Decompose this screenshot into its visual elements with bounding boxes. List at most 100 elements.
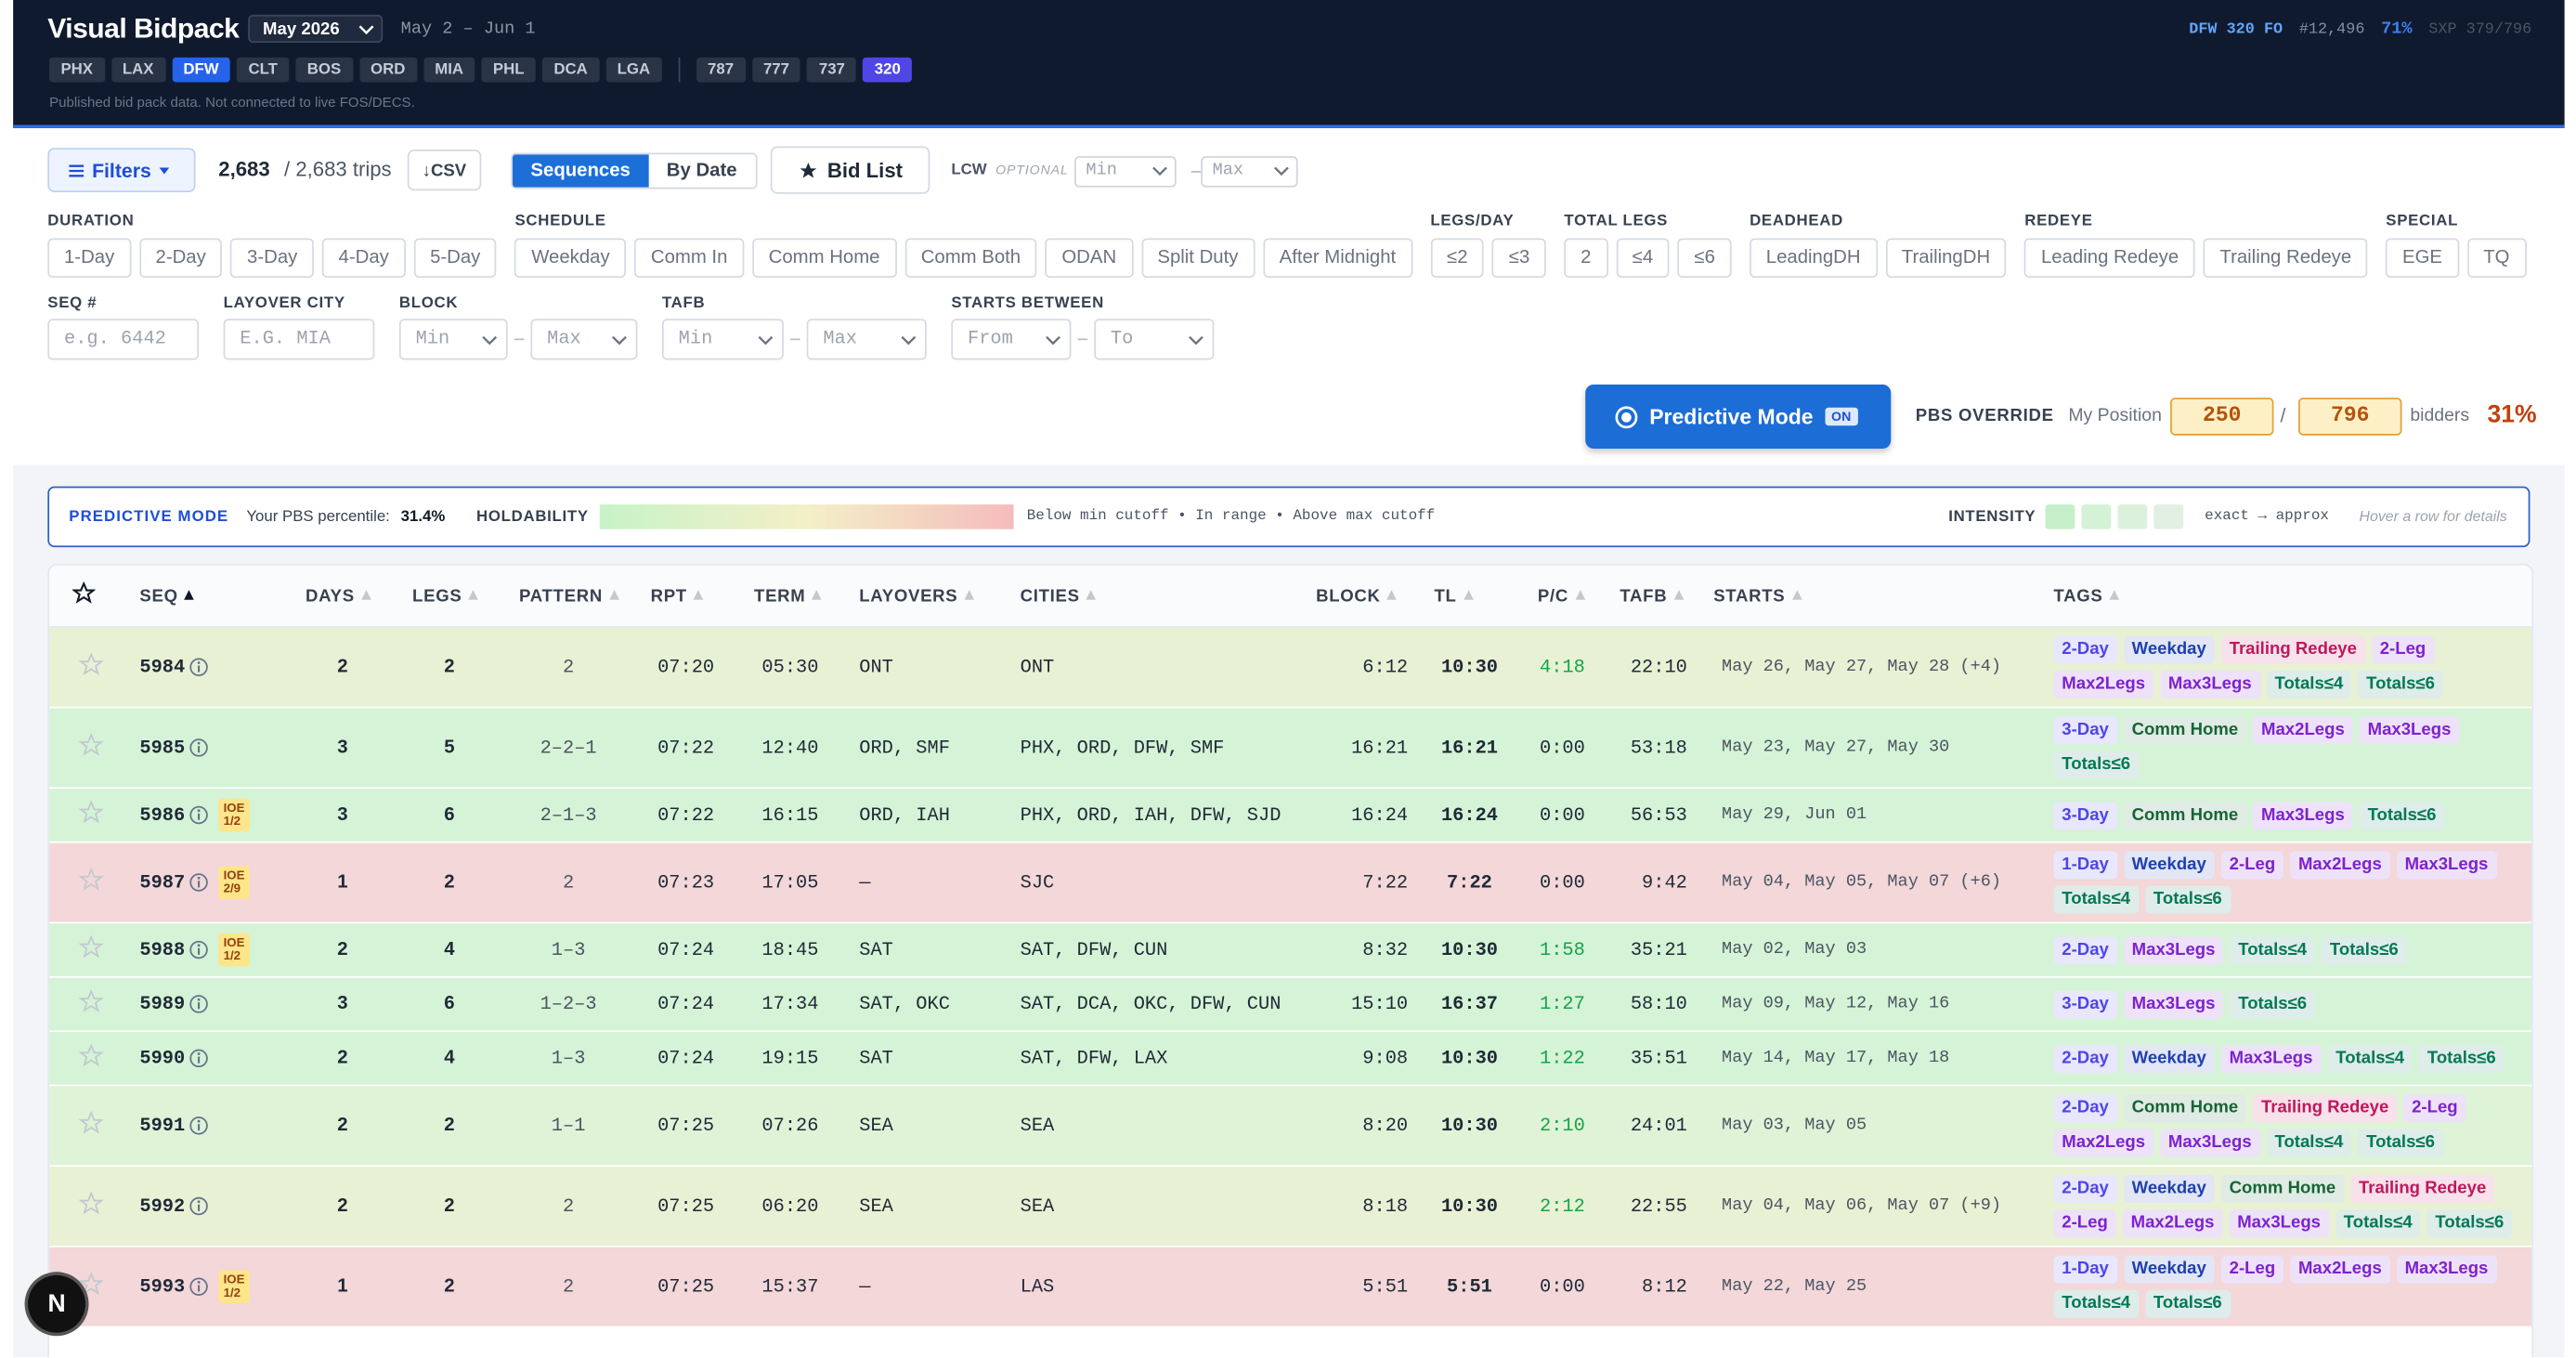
star-cell[interactable]	[49, 929, 124, 972]
field-select[interactable]: From	[951, 319, 1072, 360]
base-chip[interactable]: ORD	[358, 57, 417, 83]
star-cell[interactable]	[49, 1037, 124, 1079]
filter-option[interactable]: 5-Day	[413, 238, 498, 278]
base-chip[interactable]: PHX	[49, 57, 105, 83]
predictive-mode-button[interactable]: Predictive Mode ON	[1585, 384, 1892, 449]
field-select[interactable]: Min	[398, 319, 508, 360]
filter-option[interactable]: 2-Day	[138, 238, 223, 278]
field-select[interactable]: To	[1094, 319, 1215, 360]
view-option[interactable]: By Date	[648, 154, 756, 188]
column-header[interactable]: BLOCK	[1299, 586, 1417, 606]
star-cell[interactable]	[49, 861, 124, 904]
star-cell[interactable]	[49, 1185, 124, 1228]
column-header[interactable]: LAYOVERS	[843, 586, 1004, 606]
base-chip[interactable]: DCA	[541, 57, 600, 83]
info-icon[interactable]	[189, 738, 208, 757]
fleet-chip[interactable]: 777	[751, 57, 801, 83]
table-row[interactable]: 5984 2 2 2 07:20 05:30 ONT ONT 6:12 10:30 4:18 22:1…	[49, 627, 2532, 709]
star-cell[interactable]	[49, 1104, 124, 1147]
filter-option[interactable]: ≤6	[1677, 238, 1732, 278]
fleet-chip[interactable]: 787	[696, 57, 746, 83]
filters-button[interactable]: Filters	[47, 148, 196, 192]
column-header[interactable]: CITIES	[1004, 586, 1299, 606]
dev-badge[interactable]: N	[28, 1274, 85, 1333]
filter-option[interactable]: ≤2	[1430, 238, 1485, 278]
filter-option[interactable]: ≤4	[1615, 238, 1670, 278]
star-cell[interactable]	[49, 983, 124, 1025]
bidders-input[interactable]: 796	[2298, 398, 2402, 436]
filter-option[interactable]: Comm Home	[751, 238, 897, 278]
table-row[interactable]: 5992 2 2 2 07:25 06:20 SEA SEA 8:18 10:30 2:12 22:5…	[49, 1167, 2532, 1247]
star-cell[interactable]	[49, 1265, 124, 1308]
filter-option[interactable]: ODAN	[1045, 238, 1133, 278]
column-header[interactable]: TERM	[737, 586, 842, 606]
filter-option[interactable]: 4-Day	[321, 238, 406, 278]
filter-option[interactable]: Comm Both	[904, 238, 1037, 278]
info-icon[interactable]	[189, 872, 208, 892]
star-cell[interactable]	[49, 726, 124, 769]
table-row[interactable]: 5991 2 2 1–1 07:25 07:26 SEA SEA 8:20 10:30 2:10 24…	[49, 1086, 2532, 1168]
lcw-max[interactable]: Max	[1201, 156, 1298, 188]
info-icon[interactable]	[189, 1277, 208, 1297]
filter-option[interactable]: Comm In	[634, 238, 745, 278]
view-option[interactable]: Sequences	[512, 154, 649, 188]
star-cell[interactable]	[49, 646, 124, 688]
filter-option[interactable]: 3-Day	[230, 238, 315, 278]
column-header[interactable]: RPT	[634, 586, 737, 606]
filter-option[interactable]: 1-Day	[47, 238, 131, 278]
base-chip[interactable]: LAX	[111, 57, 165, 83]
base-chip[interactable]: LGA	[605, 57, 662, 83]
column-header[interactable]: LEGS	[396, 586, 502, 606]
filter-option[interactable]: Weekday	[514, 238, 627, 278]
column-header[interactable]: P/C	[1521, 586, 1603, 606]
csv-button[interactable]: ↓CSV	[407, 149, 482, 191]
table-row[interactable]: 5988 IOE 1/2 2 4 1–3 07:24 18:45 SAT SAT, DFW, CU…	[49, 923, 2532, 978]
filter-option[interactable]: 2	[1564, 238, 1608, 278]
fleet-chip[interactable]: 320	[863, 57, 913, 83]
bid-list-button[interactable]: Bid List	[770, 146, 930, 194]
filter-option[interactable]: After Midnight	[1262, 238, 1412, 278]
table-row[interactable]: 5985 3 5 2–2–1 07:22 12:40 ORD, SMF PHX, ORD, D…	[49, 708, 2532, 790]
table-row[interactable]: 5993 IOE 1/2 1 2 2 07:25 15:37 — LAS 5:51 5:51 0:00 8…	[49, 1247, 2532, 1328]
field-input[interactable]: e.g. 6442	[47, 319, 200, 360]
position-input[interactable]: 250	[2170, 398, 2274, 436]
column-header[interactable]: DAYS	[289, 586, 396, 606]
info-icon[interactable]	[189, 994, 208, 1013]
info-icon[interactable]	[189, 805, 208, 825]
filter-option[interactable]: ≤3	[1492, 238, 1546, 278]
table-row[interactable]: 5986 IOE 1/2 3 6 2–1–3 07:22 16:15 ORD, IAH PHX, …	[49, 789, 2532, 843]
info-icon[interactable]	[189, 940, 208, 960]
base-chip[interactable]: MIA	[423, 57, 475, 83]
month-select[interactable]: May 2026	[248, 14, 384, 43]
star-cell[interactable]	[49, 793, 124, 836]
base-chip[interactable]: DFW	[171, 57, 231, 83]
fleet-chip[interactable]: 737	[807, 57, 857, 83]
filter-option[interactable]: LeadingDH	[1750, 238, 1878, 278]
field-select[interactable]: Max	[806, 319, 927, 360]
base-chip[interactable]: CLT	[237, 57, 290, 83]
filter-option[interactable]: EGE	[2386, 238, 2459, 278]
column-header[interactable]: TAFB	[1604, 586, 1698, 606]
filter-option[interactable]: Trailing Redeye	[2203, 238, 2368, 278]
column-header[interactable]: STARTS	[1698, 586, 2037, 606]
column-header[interactable]: PATTERN	[502, 586, 634, 606]
info-icon[interactable]	[189, 1049, 208, 1068]
filter-option[interactable]: Leading Redeye	[2024, 238, 2195, 278]
info-icon[interactable]	[189, 658, 208, 677]
column-header[interactable]: SEQ	[124, 586, 290, 606]
table-row[interactable]: 5990 2 4 1–3 07:24 19:15 SAT SAT, DFW, LAX 9:08 1…	[49, 1032, 2532, 1087]
table-row[interactable]: 5989 3 6 1–2–3 07:24 17:34 SAT, OKC SAT, DCA, O…	[49, 977, 2532, 1033]
field-select[interactable]: Min	[661, 319, 784, 360]
column-header[interactable]: TL	[1418, 586, 1521, 606]
field-input[interactable]: E.G. MIA	[223, 319, 375, 360]
lcw-min[interactable]: Min	[1074, 156, 1177, 188]
base-chip[interactable]: PHL	[481, 57, 536, 83]
filter-option[interactable]: Split Duty	[1140, 238, 1255, 278]
info-icon[interactable]	[189, 1116, 208, 1135]
info-icon[interactable]	[189, 1196, 208, 1216]
filter-option[interactable]: TrailingDH	[1885, 238, 2007, 278]
column-header[interactable]: TAGS	[2037, 586, 2532, 606]
base-chip[interactable]: BOS	[295, 57, 353, 83]
field-select[interactable]: Max	[530, 319, 638, 360]
filter-option[interactable]: TQ	[2466, 238, 2527, 278]
